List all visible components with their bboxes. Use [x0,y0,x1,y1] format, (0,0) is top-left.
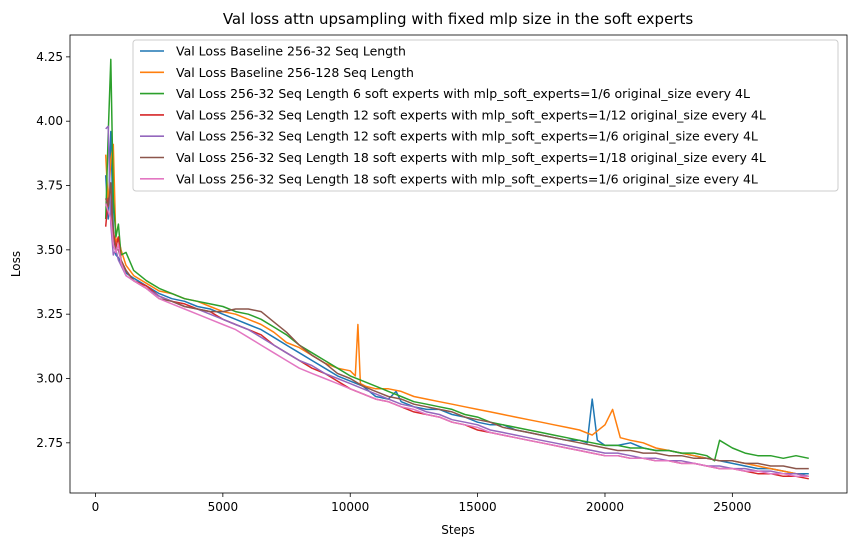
legend-label-3: Val Loss 256-32 Seq Length 6 soft expert… [176,86,750,101]
y-tick-label: 3.25 [36,307,63,321]
y-axis-label: Loss [9,251,23,277]
legend-label-2: Val Loss Baseline 256-128 Seq Length [176,65,414,80]
legend-label-5: Val Loss 256-32 Seq Length 12 soft exper… [176,129,758,144]
x-tick-label: 25000 [713,500,751,514]
legend-label-4: Val Loss 256-32 Seq Length 12 soft exper… [176,107,766,122]
plot-frame [69,34,848,494]
legend: Val Loss Baseline 256-32 Seq Length Val L… [132,39,839,192]
y-tick-label: 2.75 [36,436,63,450]
y-tick-label: 3.75 [36,179,63,193]
x-tick-label: 15000 [459,500,497,514]
chart-title: Val loss attn upsampling with fixed mlp … [223,10,694,28]
series-line-7 [104,203,809,478]
series-line-5 [105,125,809,478]
y-tick-label: 4.00 [36,114,63,128]
series-layer [104,58,809,480]
x-axis: 0 5000 10000 15000 20000 25000 [92,493,751,514]
y-tick-label: 3.50 [36,243,63,257]
legend-label-7: Val Loss 256-32 Seq Length 18 soft exper… [176,171,758,186]
legend-label-6: Val Loss 256-32 Seq Length 18 soft exper… [176,150,766,165]
x-tick-label: 20000 [586,500,624,514]
y-tick-label: 4.25 [36,50,63,64]
x-tick-label: 10000 [331,500,369,514]
y-tick-label: 3.00 [36,372,63,386]
x-tick-label: 5000 [208,500,239,514]
y-axis: 2.75 3.00 3.25 3.50 3.75 4.00 4.25 [36,50,70,450]
legend-box [132,39,839,192]
x-axis-label: Steps [441,523,475,537]
legend-label-1: Val Loss Baseline 256-32 Seq Length [176,44,406,59]
series-line-3 [104,58,809,462]
x-tick-label: 0 [92,500,100,514]
